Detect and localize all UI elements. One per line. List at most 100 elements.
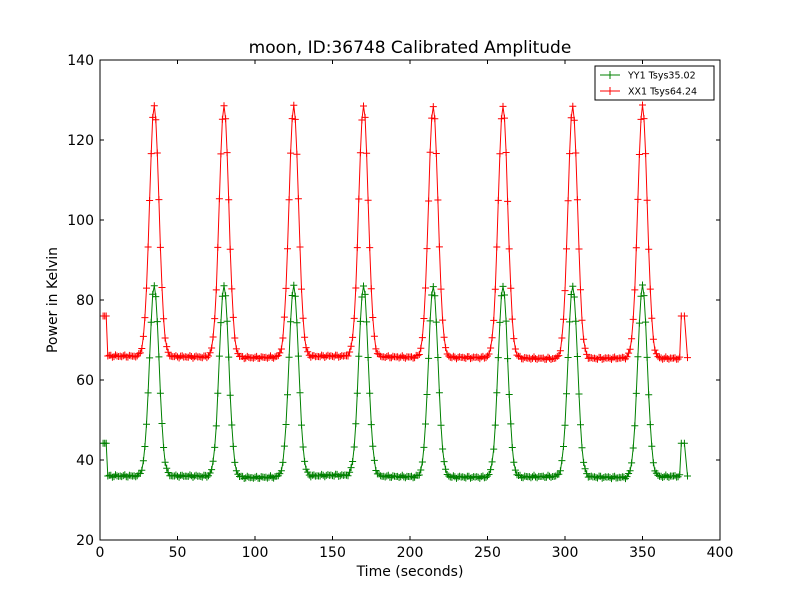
data-point: [361, 113, 369, 121]
data-point: [161, 458, 169, 466]
data-point: [360, 282, 367, 290]
data-point: [160, 315, 168, 323]
data-point: [609, 473, 617, 481]
x-tick-label: 100: [242, 545, 269, 561]
data-point: [420, 443, 428, 451]
data-point: [496, 150, 504, 158]
data-point: [639, 281, 646, 289]
x-tick-label: 0: [96, 545, 105, 561]
data-point: [628, 459, 636, 467]
data-point: [124, 353, 132, 361]
data-point: [493, 389, 501, 397]
data-point: [383, 472, 391, 480]
data-point: [347, 342, 355, 350]
data-point: [215, 195, 223, 203]
data-point: [439, 316, 447, 324]
data-point: [485, 471, 493, 478]
data-point: [570, 116, 578, 124]
data-point: [591, 354, 598, 362]
data-point: [553, 352, 561, 360]
data-point: [570, 293, 578, 301]
data-point: [437, 421, 445, 429]
data-point: [268, 354, 276, 361]
data-point: [502, 317, 510, 325]
data-point: [642, 318, 650, 326]
data-point: [508, 444, 516, 451]
data-point: [577, 421, 584, 429]
data-point: [279, 458, 287, 466]
data-point: [214, 389, 222, 397]
data-point: [243, 352, 251, 360]
data-point: [491, 285, 499, 293]
x-tick-label: 150: [319, 545, 346, 561]
data-point: [629, 315, 637, 323]
data-point: [440, 333, 448, 341]
data-point: [507, 420, 515, 428]
data-point: [497, 292, 505, 300]
data-point: [442, 344, 450, 352]
data-point: [497, 115, 505, 123]
data-point: [327, 352, 335, 360]
data-point: [136, 470, 144, 477]
data-point: [284, 391, 291, 399]
data-point: [425, 354, 433, 362]
data-point: [426, 317, 434, 325]
data-point: [467, 474, 474, 482]
data-point: [491, 421, 499, 429]
data-point: [208, 466, 216, 474]
data-point: [611, 353, 619, 361]
data-point: [212, 422, 220, 430]
data-point: [505, 391, 513, 398]
data-point: [474, 473, 482, 481]
data-point: [285, 196, 293, 204]
x-tick-label: 50: [169, 545, 187, 561]
legend-box: [594, 65, 715, 101]
data-point: [310, 352, 318, 359]
data-point: [617, 354, 625, 362]
data-point: [301, 333, 309, 341]
data-point: [147, 318, 155, 326]
data-point: [377, 352, 385, 360]
x-tick-label: 300: [552, 545, 579, 561]
data-point: [228, 421, 236, 429]
data-point: [420, 315, 428, 322]
data-point: [487, 466, 495, 474]
data-point: [606, 354, 614, 362]
data-point: [485, 350, 493, 358]
data-point: [144, 389, 152, 397]
data-point: [564, 354, 572, 361]
data-point: [648, 314, 656, 322]
data-point: [347, 464, 355, 472]
data-point: [625, 349, 633, 357]
data-point: [474, 354, 482, 362]
data-point: [296, 243, 304, 251]
data-point: [609, 354, 617, 362]
data-point: [346, 468, 354, 476]
data-point: [284, 245, 291, 253]
data-point: [488, 458, 496, 466]
data-point: [383, 353, 391, 360]
data-point: [504, 355, 512, 363]
y-tick-label: 140: [67, 53, 94, 69]
data-point: [626, 345, 634, 353]
data-point: [141, 443, 149, 450]
data-point: [654, 471, 662, 479]
data-point: [423, 245, 431, 253]
data-point: [335, 472, 343, 480]
data-point: [558, 334, 566, 342]
data-point: [611, 472, 619, 480]
data-point: [363, 149, 371, 157]
data-point: [220, 102, 228, 110]
data-point: [680, 312, 688, 320]
data-point: [147, 150, 155, 158]
data-point: [232, 345, 240, 353]
data-point: [654, 353, 662, 361]
data-point: [231, 334, 239, 342]
data-point: [493, 243, 501, 251]
data-point: [552, 472, 560, 480]
data-point: [561, 287, 569, 295]
data-point: [505, 245, 513, 253]
data-point: [575, 390, 583, 398]
data-point: [560, 443, 567, 450]
